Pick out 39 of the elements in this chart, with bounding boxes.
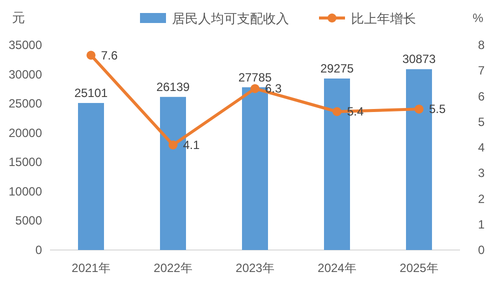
point [168,140,178,150]
y2-tick-label: 0 [478,243,485,257]
x-tick-label: 2022年 [154,261,192,275]
data-label: 27785 [238,70,272,84]
y2-tick-label: 3 [478,166,485,180]
point [250,84,260,94]
y2-axis-title: % [472,11,484,25]
y-tick-label: 35000 [8,38,42,52]
y2-tick-label: 6 [478,89,485,104]
legend-label: 居民人均可支配收入 [172,11,289,26]
data-label: 25101 [74,86,108,100]
y-tick-label: 5000 [15,214,42,228]
x-tick-label: 2023年 [236,261,274,275]
point [86,50,96,60]
data-label: 7.6 [101,48,118,62]
y-axis-title: 元 [12,10,25,25]
data-label: 6.3 [265,82,282,96]
bar [78,102,104,250]
y-tick-label: 10000 [8,184,42,198]
y-tick-label: 30000 [8,67,42,82]
y-tick-label: 25000 [8,96,42,111]
y2-tick-label: 2 [478,192,485,206]
y2-tick-label: 1 [478,217,485,232]
point [414,104,424,114]
y-tick-label: 20000 [8,126,42,140]
data-label: 30873 [402,52,436,66]
y-tick-label: 15000 [8,155,42,170]
y2-tick-label: 8 [478,38,485,52]
data-label: 29275 [320,62,354,76]
legend-label: 比上年增长 [351,11,416,26]
x-tick-label: 2025年 [400,261,438,275]
data-label: 26139 [156,80,190,94]
point [332,107,342,116]
x-tick-label: 2021年 [72,261,110,275]
y2-tick-label: 5 [478,114,485,129]
y2-tick-label: 4 [478,140,485,154]
y-tick-label: 0 [35,243,42,257]
x-tick-label: 2024年 [318,261,356,275]
y2-tick-label: 7 [478,64,485,78]
